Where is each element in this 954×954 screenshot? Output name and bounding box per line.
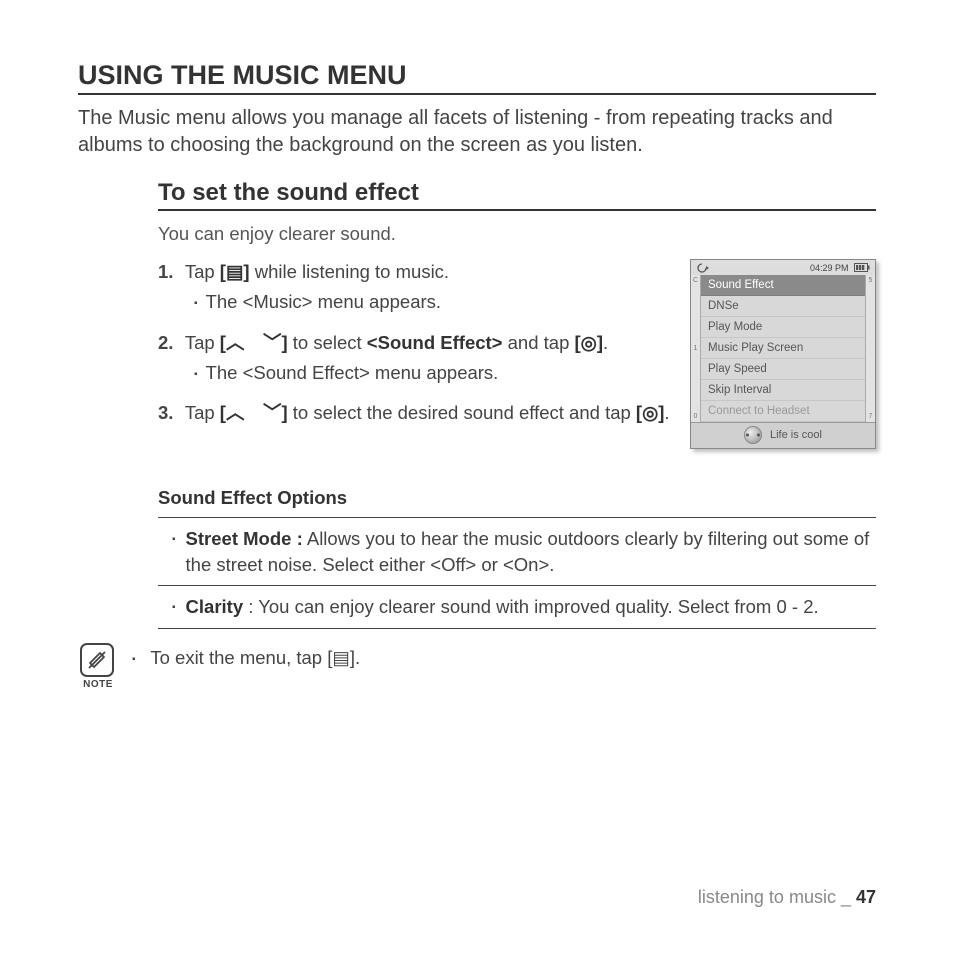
note-icon bbox=[80, 643, 114, 677]
device-menu-item: Play Mode bbox=[701, 317, 865, 338]
step-bold: <Sound Effect> bbox=[367, 332, 503, 353]
device-time: 04:29 PM bbox=[810, 263, 849, 273]
option-name: Clarity bbox=[186, 596, 244, 617]
ruler-mark: C bbox=[691, 277, 700, 284]
note-text: To exit the menu, tap [▤]. bbox=[132, 647, 360, 669]
divider bbox=[158, 628, 876, 629]
option-item: Street Mode : Allows you to hear the mus… bbox=[172, 526, 876, 579]
step-number: 1. bbox=[158, 259, 180, 285]
step-1: 1. Tap [▤] while listening to music. The… bbox=[158, 259, 676, 316]
section-title: To set the sound effect bbox=[158, 179, 876, 211]
steps-list: 1. Tap [▤] while listening to music. The… bbox=[158, 259, 676, 440]
page-footer: listening to music _ 47 bbox=[698, 887, 876, 908]
device-menu: Sound Effect DNSe Play Mode Music Play S… bbox=[701, 275, 865, 422]
menu-icon: ▤ bbox=[332, 647, 349, 668]
device-ruler-left: C 1 0 bbox=[691, 275, 701, 422]
step-text: Tap bbox=[185, 402, 220, 423]
device-menu-item: Sound Effect bbox=[701, 275, 865, 296]
updown-icon: [︿ ﹀] bbox=[220, 402, 288, 423]
step-text: to select bbox=[288, 332, 367, 353]
target-icon: [◎] bbox=[575, 332, 603, 353]
updown-icon: [︿ ﹀] bbox=[220, 332, 288, 353]
step-text: Tap bbox=[185, 332, 220, 353]
note-label: NOTE bbox=[80, 679, 116, 690]
ruler-mark: 0 bbox=[691, 413, 700, 420]
step-text: . bbox=[603, 332, 608, 353]
substep: The <Sound Effect> menu appears. bbox=[194, 360, 676, 386]
note-text-post: ]. bbox=[350, 647, 360, 668]
now-playing-title: Life is cool bbox=[770, 429, 822, 441]
footer-section: listening to music bbox=[698, 887, 836, 907]
step-2: 2. Tap [︿ ﹀] to select <Sound Effect> an… bbox=[158, 330, 676, 387]
step-text: while listening to music. bbox=[250, 261, 449, 282]
device-menu-item: Music Play Screen bbox=[701, 338, 865, 359]
battery-icon bbox=[854, 263, 870, 272]
ruler-mark: 1 bbox=[691, 345, 700, 352]
step-text: to select the desired sound effect and t… bbox=[288, 402, 636, 423]
step-text: . bbox=[664, 402, 669, 423]
option-desc: : You can enjoy clearer sound with impro… bbox=[243, 596, 819, 617]
options-block: Sound Effect Options Street Mode : Allow… bbox=[158, 487, 876, 629]
options-title: Sound Effect Options bbox=[158, 487, 876, 509]
divider bbox=[158, 585, 876, 586]
step-number: 3. bbox=[158, 400, 180, 426]
ruler-mark: 7 bbox=[866, 413, 875, 420]
intro-paragraph: The Music menu allows you manage all fac… bbox=[78, 105, 876, 159]
device-nowplaying: Life is cool bbox=[691, 422, 875, 448]
step-text: Tap bbox=[185, 261, 220, 282]
ruler-mark: 5 bbox=[866, 277, 875, 284]
note-text-pre: To exit the menu, tap [ bbox=[150, 647, 332, 668]
option-item: Clarity : You can enjoy clearer sound wi… bbox=[172, 594, 876, 620]
page-number: 47 bbox=[856, 887, 876, 907]
device-ruler-right: 5 7 bbox=[865, 275, 875, 422]
target-icon: [◎] bbox=[636, 402, 664, 423]
step-3: 3. Tap [︿ ﹀] to select the desired sound… bbox=[158, 400, 676, 426]
step-text: and tap bbox=[503, 332, 575, 353]
jog-dial-icon bbox=[744, 426, 762, 444]
device-menu-item: Play Speed bbox=[701, 359, 865, 380]
step-number: 2. bbox=[158, 330, 180, 356]
device-menu-item: Connect to Headset bbox=[701, 401, 865, 422]
section-lead: You can enjoy clearer sound. bbox=[158, 223, 876, 245]
menu-icon: [▤] bbox=[220, 261, 250, 282]
back-icon bbox=[696, 262, 710, 274]
option-name: Street Mode : bbox=[186, 528, 303, 549]
divider bbox=[158, 517, 876, 518]
footer-sep: _ bbox=[836, 887, 856, 907]
device-menu-item: Skip Interval bbox=[701, 380, 865, 401]
device-screenshot: 04:29 PM C 1 0 Sound Effect DNSe bbox=[690, 259, 876, 449]
page-title: USING THE MUSIC MENU bbox=[78, 60, 876, 95]
device-menu-item: DNSe bbox=[701, 296, 865, 317]
note-row: NOTE To exit the menu, tap [▤]. bbox=[80, 643, 876, 690]
device-statusbar: 04:29 PM bbox=[691, 260, 875, 275]
substep: The <Music> menu appears. bbox=[194, 289, 676, 315]
